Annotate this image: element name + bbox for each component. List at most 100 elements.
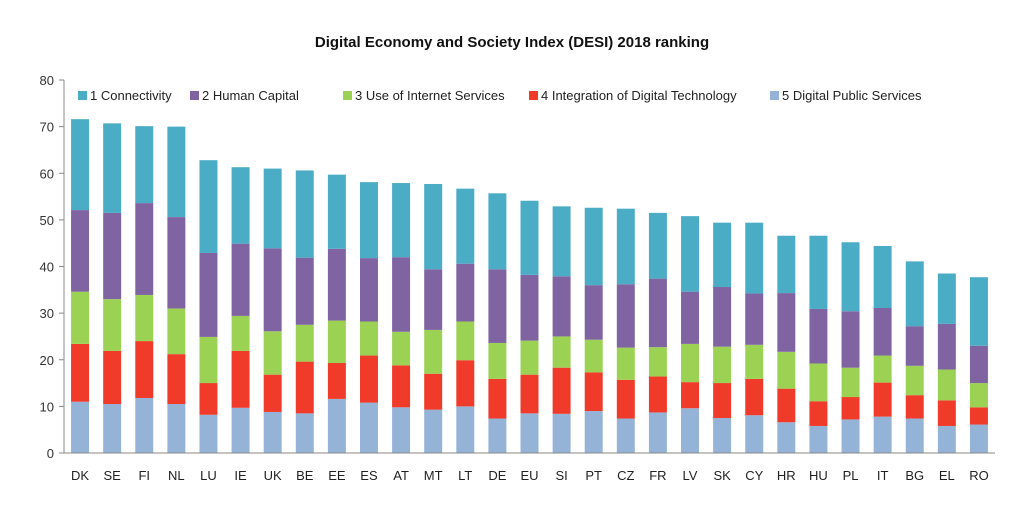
bar-fr-5-digital-public-services <box>648 412 667 453</box>
bar-stack-el <box>937 273 956 453</box>
bar-sk-1-connectivity <box>713 222 732 288</box>
y-axis: 0 10 20 30 40 50 60 70 80 <box>40 73 65 461</box>
bar-si-4-integration-of-digital-technology <box>552 367 571 414</box>
bar-nl-4-integration-of-digital-technology <box>167 354 186 405</box>
bar-el-4-integration-of-digital-technology <box>937 400 956 426</box>
bar-stack-se <box>103 123 122 453</box>
bar-stack-at <box>392 183 411 453</box>
x-tick-label: CY <box>745 468 763 483</box>
bar-es-4-integration-of-digital-technology <box>359 355 378 403</box>
bar-eu-4-integration-of-digital-technology <box>520 374 539 414</box>
bar-hr-1-connectivity <box>777 235 796 294</box>
bar-nl-3-use-of-internet-services <box>167 308 186 355</box>
bar-pl-5-digital-public-services <box>841 419 860 453</box>
bar-fi-3-use-of-internet-services <box>135 294 154 342</box>
bar-stack-mt <box>424 183 443 453</box>
bar-se-2-human-capital <box>103 212 122 300</box>
bar-lv-4-integration-of-digital-technology <box>681 382 700 409</box>
bar-ee-4-integration-of-digital-technology <box>327 363 346 399</box>
bar-stack-lv <box>681 216 700 453</box>
bar-stack-cy <box>745 222 764 453</box>
bar-eu-3-use-of-internet-services <box>520 340 539 375</box>
bar-pt-3-use-of-internet-services <box>584 339 603 373</box>
bar-uk-2-human-capital <box>263 248 282 332</box>
bar-at-2-human-capital <box>392 257 411 332</box>
legend-item: 3 Use of Internet Services <box>343 88 505 103</box>
bar-cy-1-connectivity <box>745 222 764 294</box>
bar-mt-4-integration-of-digital-technology <box>424 373 443 410</box>
bar-at-4-integration-of-digital-technology <box>392 365 411 408</box>
x-tick-label: AT <box>393 468 409 483</box>
bar-pl-3-use-of-internet-services <box>841 367 860 398</box>
bar-el-5-digital-public-services <box>937 425 956 453</box>
legend-swatch <box>78 91 87 100</box>
legend-label: 4 Integration of Digital Technology <box>541 88 737 103</box>
y-tick-label: 80 <box>40 73 54 88</box>
x-tick-label: SK <box>713 468 731 483</box>
bar-it-2-human-capital <box>873 307 892 356</box>
bar-stack-sk <box>713 222 732 453</box>
x-tick-label: MT <box>424 468 443 483</box>
y-tick-label: 0 <box>47 446 54 461</box>
y-tick-label: 10 <box>40 399 54 414</box>
bar-hr-3-use-of-internet-services <box>777 351 796 389</box>
bar-de-5-digital-public-services <box>488 418 507 453</box>
bar-si-3-use-of-internet-services <box>552 336 571 368</box>
legend-item: 1 Connectivity <box>78 88 172 103</box>
bar-ro-5-digital-public-services <box>969 424 988 453</box>
bar-eu-2-human-capital <box>520 274 539 341</box>
bar-lt-2-human-capital <box>456 263 475 322</box>
bar-el-3-use-of-internet-services <box>937 369 956 401</box>
x-tick-label: EU <box>520 468 538 483</box>
bar-lt-1-connectivity <box>456 188 475 264</box>
bar-pl-2-human-capital <box>841 311 860 368</box>
bar-lv-1-connectivity <box>681 216 700 292</box>
bar-nl-5-digital-public-services <box>167 404 186 453</box>
bar-stack-uk <box>263 168 282 453</box>
x-tick-label: DK <box>71 468 89 483</box>
bar-dk-3-use-of-internet-services <box>71 291 90 344</box>
chart-title: Digital Economy and Society Index (DESI)… <box>314 34 710 51</box>
bar-lv-2-human-capital <box>681 291 700 344</box>
bar-hu-4-integration-of-digital-technology <box>809 401 828 426</box>
bar-si-5-digital-public-services <box>552 413 571 453</box>
bar-si-2-human-capital <box>552 276 571 337</box>
y-tick-label: 20 <box>40 353 54 368</box>
bar-cy-3-use-of-internet-services <box>745 344 764 379</box>
bar-bg-1-connectivity <box>905 261 924 327</box>
bar-stack-dk <box>71 119 90 453</box>
bar-be-2-human-capital <box>295 257 314 325</box>
bar-uk-4-integration-of-digital-technology <box>263 374 282 412</box>
x-tick-label: BE <box>296 468 314 483</box>
bar-at-5-digital-public-services <box>392 407 411 453</box>
bar-lu-5-digital-public-services <box>199 414 218 453</box>
bar-es-5-digital-public-services <box>359 402 378 453</box>
bar-be-1-connectivity <box>295 170 314 258</box>
bar-fr-1-connectivity <box>648 212 667 279</box>
x-tick-label: FI <box>138 468 150 483</box>
bar-stack-si <box>552 206 571 453</box>
bar-dk-2-human-capital <box>71 210 90 292</box>
bar-stack-eu <box>520 200 539 453</box>
bar-be-3-use-of-internet-services <box>295 324 314 362</box>
bar-es-1-connectivity <box>359 182 378 259</box>
bar-ee-3-use-of-internet-services <box>327 320 346 364</box>
bar-stack-nl <box>167 126 186 453</box>
bar-lu-1-connectivity <box>199 160 218 253</box>
bar-fi-2-human-capital <box>135 203 154 295</box>
x-tick-label: HR <box>777 468 796 483</box>
bar-stack-de <box>488 193 507 453</box>
bar-stack-es <box>359 182 378 453</box>
bar-stack-pt <box>584 207 603 453</box>
bar-mt-5-digital-public-services <box>424 409 443 453</box>
bar-pt-4-integration-of-digital-technology <box>584 372 603 412</box>
bar-uk-3-use-of-internet-services <box>263 331 282 375</box>
bar-uk-5-digital-public-services <box>263 411 282 453</box>
x-tick-label: UK <box>264 468 282 483</box>
x-tick-label: PL <box>843 468 859 483</box>
bar-stack-be <box>295 170 314 453</box>
legend-label: 2 Human Capital <box>202 88 299 103</box>
bar-stack-ro <box>969 277 988 453</box>
bar-es-2-human-capital <box>359 258 378 322</box>
